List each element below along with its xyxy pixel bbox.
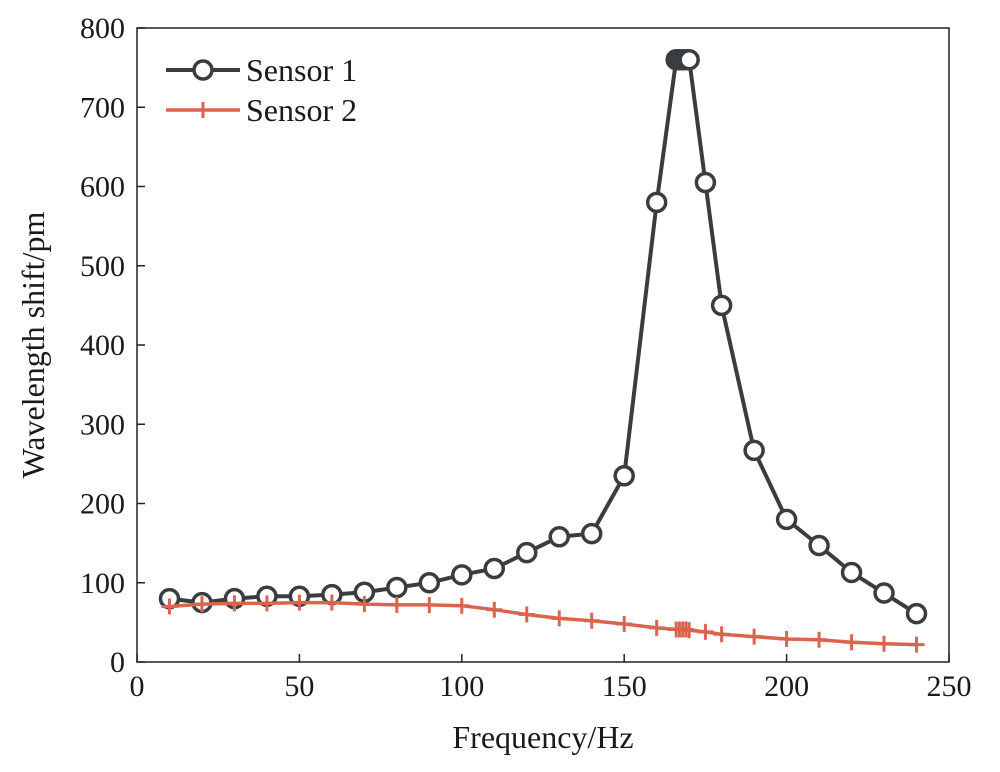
data-point [616, 615, 633, 632]
series-layer [158, 48, 928, 653]
y-tick-label: 400 [80, 329, 125, 362]
series-2 [161, 594, 925, 653]
x-tick-label: 250 [927, 670, 972, 703]
x-axis: 0 50 100 150 200 250 [130, 654, 972, 703]
data-point [483, 557, 506, 580]
data-point [808, 534, 830, 557]
data-point [648, 619, 665, 636]
data-point [694, 171, 717, 194]
data-point [778, 631, 795, 648]
data-point [697, 623, 714, 640]
data-point [678, 48, 700, 71]
legend: Sensor 1 Sensor 2 [166, 52, 357, 128]
legend-marker [192, 59, 214, 81]
data-point [713, 626, 730, 643]
x-tick-label: 0 [130, 670, 145, 703]
data-point [645, 191, 668, 214]
data-point [876, 635, 893, 652]
data-point [421, 596, 438, 613]
y-tick-label: 300 [80, 408, 125, 441]
data-point [905, 602, 928, 625]
data-point [258, 595, 275, 612]
y-tick-label: 100 [80, 567, 125, 600]
y-axis-title: Wavelength shift/pm [15, 212, 51, 479]
data-point [451, 564, 473, 586]
series-1 [158, 48, 928, 625]
data-point [548, 526, 570, 548]
data-point [811, 631, 828, 648]
x-tick-label: 150 [602, 670, 647, 703]
data-point [775, 508, 798, 531]
data-point [580, 522, 603, 545]
data-point [193, 596, 210, 613]
legend-label: Sensor 2 [246, 92, 357, 128]
data-point [418, 572, 441, 594]
legend-item-2: Sensor 2 [166, 92, 357, 128]
y-axis: 0 100 200 300 400 500 600 700 800 [80, 12, 145, 679]
data-point [161, 598, 178, 615]
y-tick-label: 200 [80, 488, 125, 521]
data-point [516, 541, 538, 564]
data-point [551, 610, 568, 627]
y-tick-label: 700 [80, 91, 125, 124]
x-tick-label: 200 [764, 670, 809, 703]
data-point [908, 636, 925, 653]
y-tick-label: 800 [80, 12, 125, 45]
data-point [388, 596, 405, 613]
data-point [710, 294, 733, 317]
data-point [843, 634, 860, 651]
data-point [486, 601, 503, 618]
y-tick-label: 600 [80, 171, 125, 204]
x-axis-title: Frequency/Hz [452, 719, 633, 755]
data-point [613, 465, 635, 487]
legend-item-1: Sensor 1 [166, 52, 357, 88]
data-point [681, 622, 698, 639]
data-point [386, 576, 408, 599]
data-point [226, 595, 243, 612]
series-line [169, 600, 917, 647]
legend-marker [195, 102, 211, 118]
data-point [746, 628, 763, 645]
data-point [873, 582, 895, 604]
data-point [840, 561, 863, 584]
legend-label: Sensor 1 [246, 52, 357, 88]
series-line [169, 57, 918, 616]
y-tick-label: 0 [110, 646, 125, 679]
data-point [453, 597, 470, 614]
data-point [743, 439, 765, 462]
y-tick-label: 500 [80, 250, 125, 283]
data-point [518, 606, 535, 623]
data-point [356, 596, 373, 613]
x-tick-label: 50 [284, 670, 314, 703]
data-point [583, 612, 600, 629]
data-point [323, 594, 340, 611]
x-tick-label: 100 [439, 670, 484, 703]
data-point [291, 594, 308, 611]
